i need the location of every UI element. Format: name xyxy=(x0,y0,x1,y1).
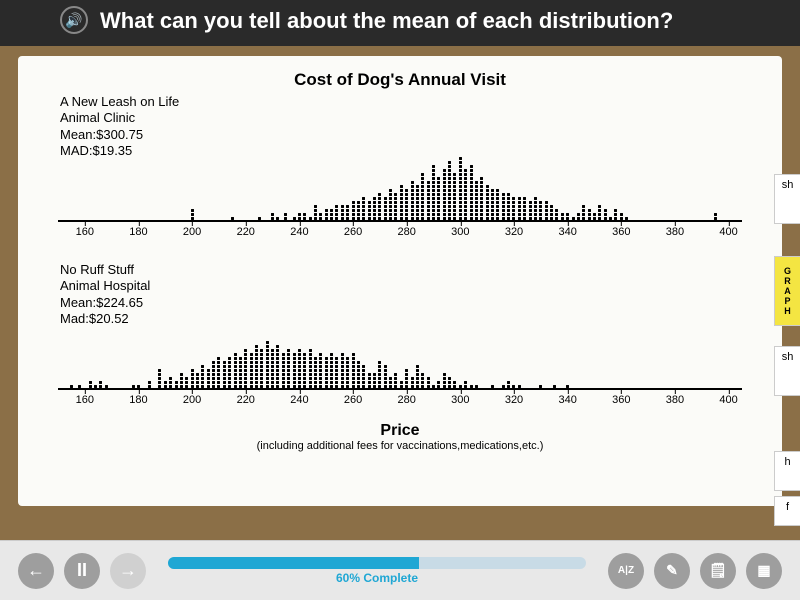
series1-dots xyxy=(58,112,742,222)
pause-button[interactable]: II xyxy=(64,553,100,589)
progress-bar xyxy=(168,557,586,569)
progress-fill xyxy=(168,557,419,569)
glossary-button[interactable]: A|Z xyxy=(608,553,644,589)
side-tab-2[interactable]: sh xyxy=(774,346,800,396)
back-button[interactable]: ← xyxy=(18,553,54,589)
series2-axis: 160180200220240260280300320340360380400 xyxy=(58,390,742,412)
calculator-button[interactable]: ▦ xyxy=(746,553,782,589)
content-area: Cost of Dog's Annual Visit A New Leash o… xyxy=(0,46,800,516)
footer-bar: ← II → 60% Complete A|Z ✎ 🗒 ▦ xyxy=(0,540,800,600)
side-tab-3[interactable]: h xyxy=(774,451,800,491)
side-tab-graph[interactable]: GRAPH xyxy=(774,256,800,326)
chart-title: Cost of Dog's Annual Visit xyxy=(58,70,742,90)
chart-card: Cost of Dog's Annual Visit A New Leash o… xyxy=(18,56,782,506)
series1-axis: 160180200220240260280300320340360380400 xyxy=(58,222,742,244)
dotplot-2: No Ruff StuffAnimal HospitalMean:$224.65… xyxy=(58,262,742,412)
pencil-button[interactable]: ✎ xyxy=(654,553,690,589)
speaker-icon[interactable]: 🔊 xyxy=(60,6,88,34)
forward-button[interactable]: → xyxy=(110,553,146,589)
side-tab-1[interactable]: sh xyxy=(774,174,800,224)
question-header: 🔊 What can you tell about the mean of ea… xyxy=(0,0,800,46)
side-tab-4[interactable]: f xyxy=(774,496,800,526)
axis-title-sub: (including additional fees for vaccinati… xyxy=(58,440,742,452)
series2-dots xyxy=(58,280,742,390)
question-text: What can you tell about the mean of each… xyxy=(100,8,673,33)
progress-text: 60% Complete xyxy=(168,571,586,585)
dotplot-1: A New Leash on LifeAnimal ClinicMean:$30… xyxy=(58,94,742,244)
notes-button[interactable]: 🗒 xyxy=(700,553,736,589)
x-axis-title: Price (including additional fees for vac… xyxy=(58,422,742,452)
progress: 60% Complete xyxy=(168,557,586,585)
axis-title-main: Price xyxy=(58,422,742,440)
